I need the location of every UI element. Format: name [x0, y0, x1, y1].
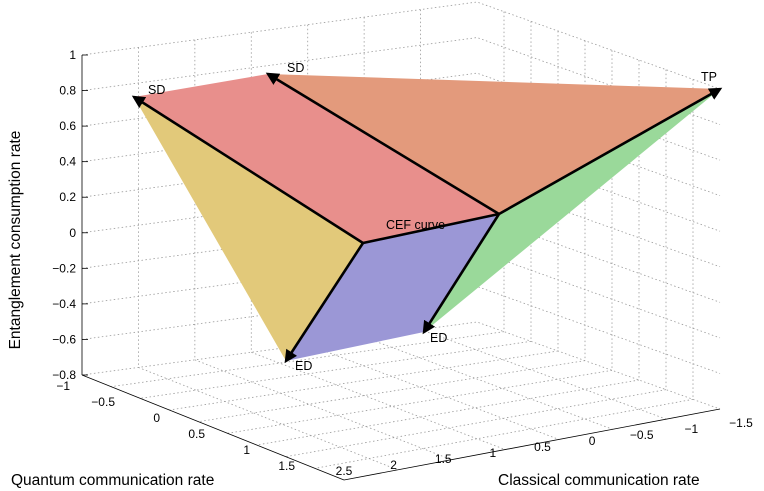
annotation-sd-top: SD — [287, 61, 304, 75]
z-tick-label: 0.2 — [59, 190, 76, 204]
z-tick-label: 1 — [69, 48, 76, 62]
z-tick-label: −0.4 — [52, 297, 76, 311]
grid-line-y — [227, 50, 613, 434]
grid-line-z — [81, 214, 721, 303]
region-green — [424, 89, 720, 332]
y-tick-label: 0.5 — [534, 440, 551, 454]
z-tick-label: 0.4 — [59, 155, 76, 169]
grid-line-x — [138, 47, 398, 471]
grid-line-z — [81, 321, 721, 410]
z-tick-label: 0 — [69, 226, 76, 240]
annotation-ed-bottom: ED — [295, 359, 312, 373]
y-tick-labels: 2.5 2 1.5 1 0.5 0 −0.5 −1 −1.5 — [336, 416, 754, 478]
x-axis-line — [81, 374, 345, 481]
arrow-ed-bottom — [284, 242, 365, 364]
annotation-tp: TP — [701, 70, 717, 84]
grid-line-y — [256, 60, 640, 446]
y-tick-label: −0.5 — [630, 428, 654, 442]
grid-line-y — [140, 21, 532, 399]
y-tick-label: 1.5 — [435, 452, 452, 466]
arrow-sd-left — [131, 95, 364, 245]
y-tick-label: 1 — [490, 446, 497, 460]
y-tick-label: −1.5 — [729, 416, 753, 430]
grid-line-z — [81, 250, 721, 339]
arrow-sd-top — [265, 72, 500, 216]
grid-line-y — [169, 31, 559, 411]
y-tick-label: 2 — [390, 458, 397, 472]
z-axis-label: Entanglement consumption rate — [7, 131, 24, 350]
y-axis-label: Classical communication rate — [498, 472, 700, 489]
y-tick-label: 0 — [589, 434, 596, 448]
z-tick-label: −0.8 — [52, 368, 76, 382]
cef-curve-line — [362, 212, 500, 245]
region-top — [134, 74, 499, 243]
annotation-sd-left: SD — [148, 83, 165, 97]
grid-line-y — [198, 40, 586, 423]
region-right — [268, 74, 720, 214]
grid-line-y — [111, 11, 505, 388]
boundary-arrows — [131, 72, 723, 364]
z-tick-label: −0.6 — [52, 332, 76, 346]
grid-line-y — [314, 79, 694, 469]
x-tick-label: 1.5 — [278, 459, 295, 473]
x-axis-label: Quantum communication rate — [11, 472, 214, 489]
z-tick-label: −0.2 — [52, 261, 76, 275]
x-tick-label: −1 — [56, 379, 70, 393]
y-tick-label: −1 — [685, 422, 699, 436]
grid-line-z — [81, 1, 721, 90]
x-tick-labels: −1 −0.5 0 0.5 1 1.5 — [56, 379, 295, 473]
arrow-ed-right — [422, 213, 501, 335]
z-tick-label: 0.6 — [59, 119, 76, 133]
x-tick-label: 0.5 — [188, 427, 205, 441]
z-tick-labels: 1 0.8 0.6 0.4 0.2 0 −0.2 −0.4 −0.6 −0.8 — [52, 48, 88, 382]
x-tick-label: 1 — [243, 443, 250, 457]
axes — [81, 55, 721, 481]
annotation-cef-curve: CEF curve — [386, 218, 445, 232]
region-left — [134, 97, 363, 361]
annotation-ed-right: ED — [430, 331, 447, 345]
arrow-tp — [498, 87, 723, 216]
y-tick-label: 2.5 — [336, 464, 353, 478]
x-tick-label: 0 — [153, 411, 160, 425]
z-tick-label: 0.8 — [59, 84, 76, 98]
y-axis-line — [343, 408, 721, 481]
x-tick-label: −0.5 — [91, 395, 115, 409]
region-bottom — [286, 214, 499, 361]
grid-line-z — [81, 37, 721, 125]
grid-line-z — [81, 286, 721, 374]
grid-line-y — [285, 69, 667, 458]
surface-regions — [134, 74, 720, 361]
grid-line-x — [194, 39, 452, 461]
grid-line-x — [250, 32, 506, 450]
